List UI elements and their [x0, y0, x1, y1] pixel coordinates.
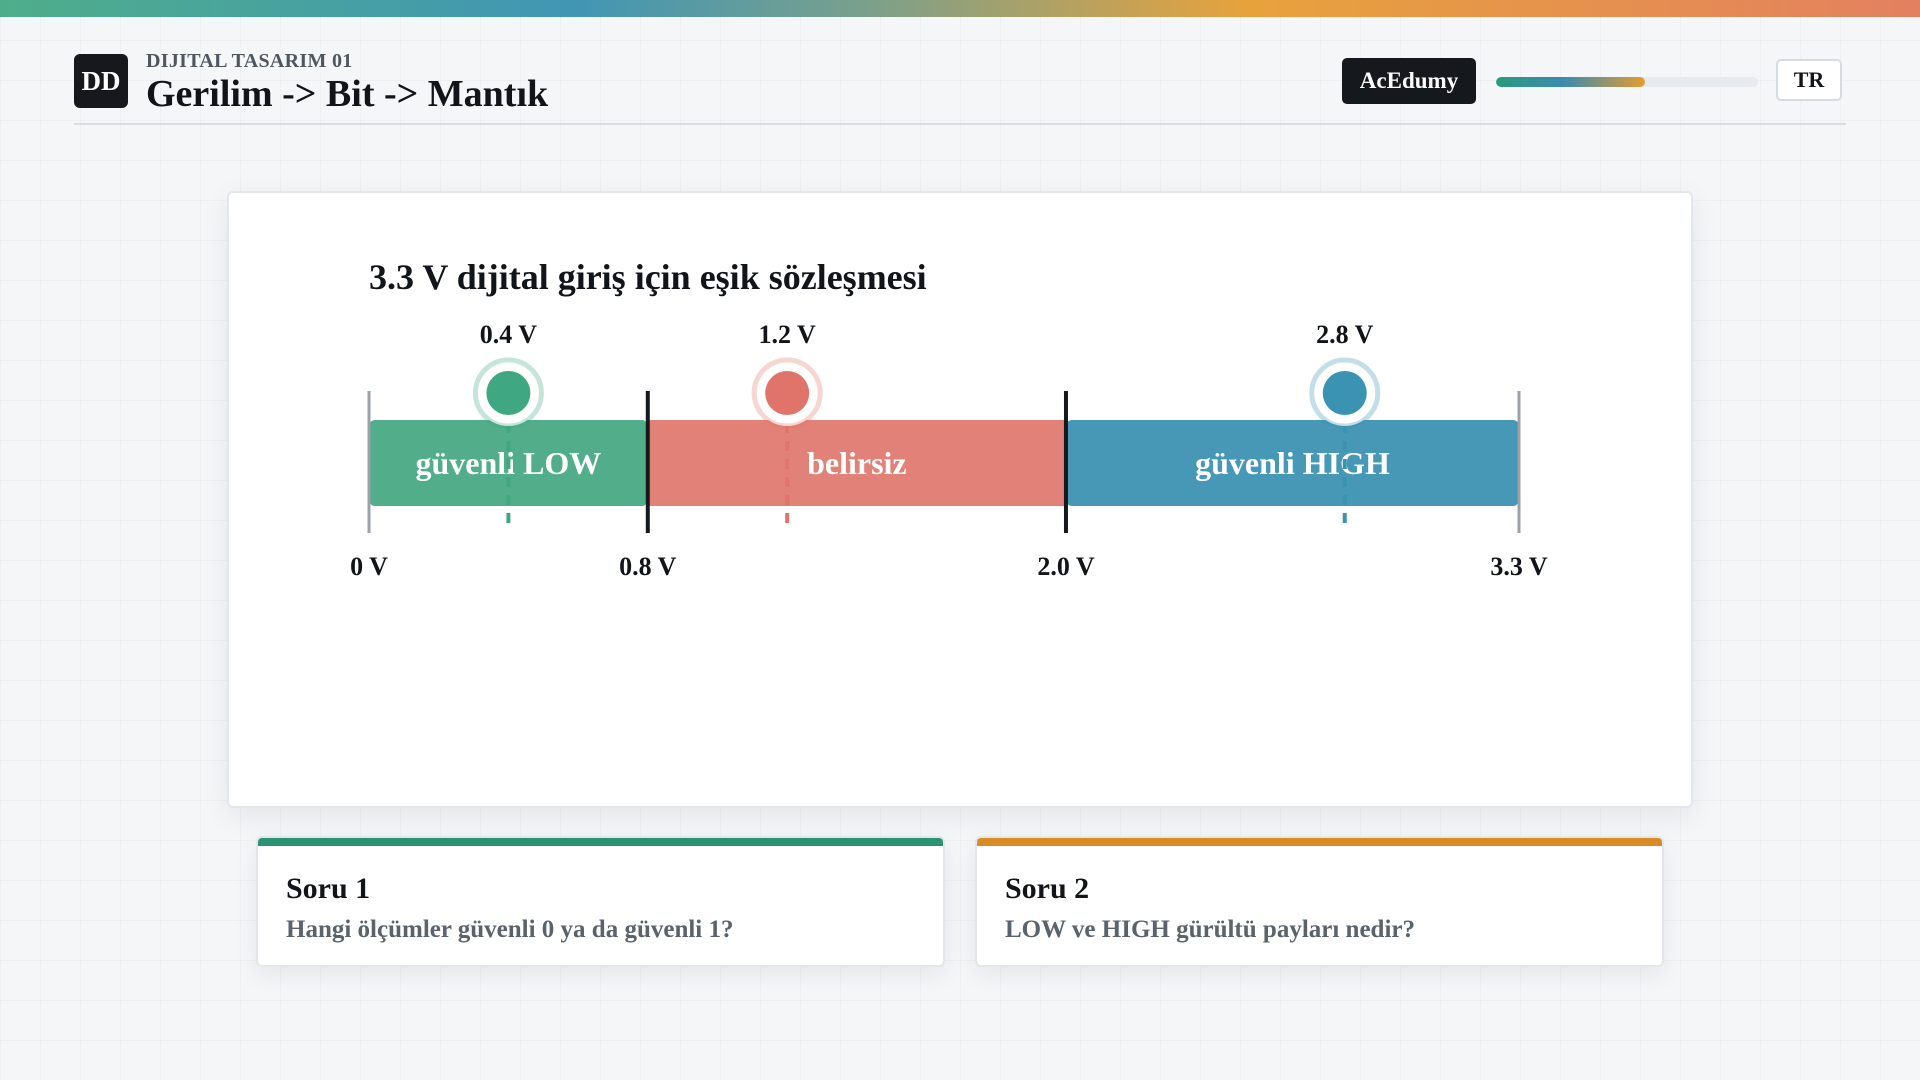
question-2-accent [977, 838, 1662, 846]
logo-badge: DD [74, 54, 128, 108]
marker-label-1: 1.2 V [759, 320, 817, 349]
question-card-2: Soru 2 LOW ve HIGH gürültü payları nedir… [975, 836, 1664, 967]
marker-dot-0 [486, 371, 531, 415]
question-1-accent [258, 838, 943, 846]
marker-dot-2 [1322, 371, 1367, 415]
question-2-title: Soru 2 [1005, 872, 1090, 905]
chart-card: 3.3 V dijital giriş için eşik sözleşmesi… [227, 191, 1693, 808]
marker-label-2: 2.8 V [1316, 320, 1374, 349]
marker-label-0: 0.4 V [480, 320, 538, 349]
question-1-title: Soru 1 [286, 872, 371, 905]
question-card-1: Soru 1 Hangi ölçümler güvenli 0 ya da gü… [256, 836, 945, 967]
header: DD DIJITAL TASARIM 01 Gerilim -> Bit -> … [74, 50, 1846, 125]
tick-label-0: 0 V [350, 552, 388, 581]
tick-label-2: 2.0 V [1037, 552, 1095, 581]
marker-dot-1 [765, 371, 810, 415]
chart-title: 3.3 V dijital giriş için eşik sözleşmesi [369, 257, 927, 297]
progress-fill [1496, 77, 1646, 87]
tick-label-1: 0.8 V [619, 552, 677, 581]
top-gradient-bar [0, 0, 1920, 17]
question-2-text: LOW ve HIGH gürültü payları nedir? [1005, 916, 1415, 943]
region-bar-2 [1065, 420, 1519, 506]
region-bar-1 [647, 420, 1066, 506]
course-kicker: DIJITAL TASARIM 01 [146, 50, 353, 72]
page-title: Gerilim -> Bit -> Mantık [146, 73, 549, 115]
progress-bar [1496, 77, 1758, 87]
question-1-text: Hangi ölçümler güvenli 0 ya da güvenli 1… [286, 916, 734, 943]
language-button[interactable]: TR [1776, 59, 1842, 101]
region-label-2: güvenli HIGH [1195, 445, 1390, 481]
brand-badge: AcEdumy [1342, 58, 1476, 104]
threshold-chart: 3.3 V dijital giriş için eşik sözleşmesi… [350, 257, 1548, 581]
tick-label-3: 3.3 V [1490, 552, 1548, 581]
region-label-1: belirsiz [807, 445, 907, 481]
